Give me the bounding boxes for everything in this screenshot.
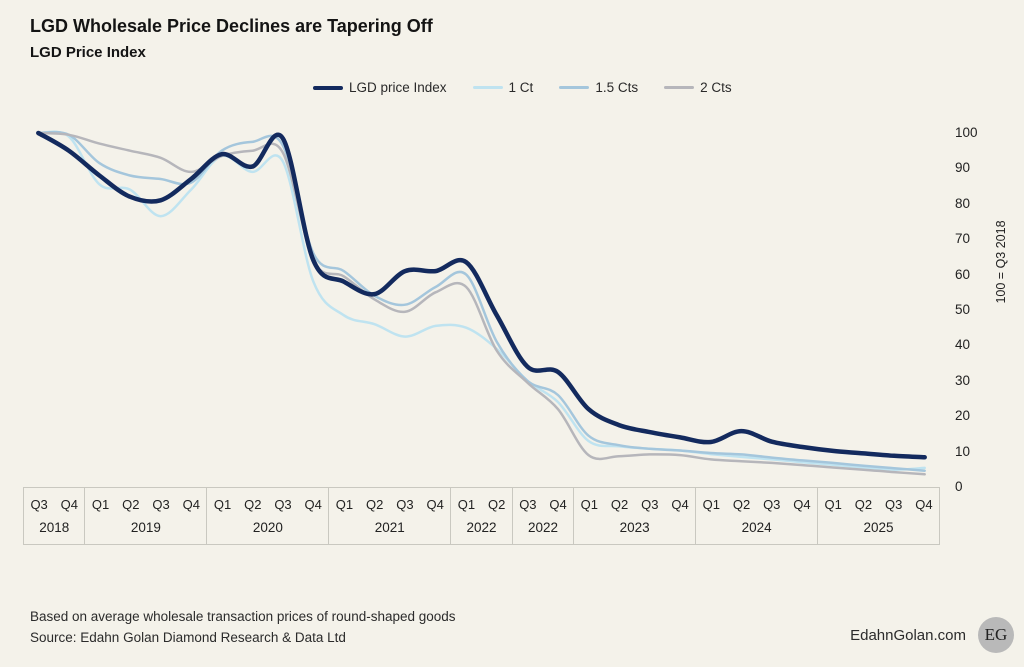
y-tick-label: 20	[955, 408, 971, 424]
quarter-label: Q3	[641, 496, 659, 512]
legend-label: 1.5 Cts	[595, 80, 639, 95]
quarter-label: Q1	[580, 496, 598, 512]
y-tick-label: 40	[955, 337, 971, 353]
quarter-label: Q1	[457, 496, 476, 512]
quarter-label: Q1	[213, 496, 232, 512]
page-title: LGD Wholesale Price Declines are Taperin…	[30, 16, 433, 36]
y-tick-label: 30	[955, 372, 971, 388]
quarter-label: Q4	[549, 496, 567, 512]
eg-logo: EG	[978, 617, 1014, 653]
quarter-label: Q4	[793, 496, 811, 512]
y-tick-label: 10	[955, 443, 971, 459]
quarter-row: Q1 Q2 Q3 Q4	[85, 488, 206, 520]
quarter-row: Q1 Q2	[451, 488, 511, 520]
x-axis-year-group: Q1 Q2 Q3 Q4 2025	[818, 488, 939, 544]
year-label: 2018	[39, 520, 70, 535]
year-label: 2025	[863, 520, 894, 535]
y-tick-label: 0	[955, 479, 963, 494]
legend-item-1-5cts: 1.5 Cts	[559, 80, 638, 95]
legend-line-swatch	[664, 86, 695, 89]
y-axis-title: 100 = Q3 2018	[994, 220, 1008, 304]
legend-item-lgd-price-index: LGD price Index	[313, 80, 447, 95]
quarter-label: Q2	[122, 496, 140, 512]
y-tick-label: 50	[955, 302, 971, 317]
quarter-label: Q2	[366, 496, 384, 512]
legend-label: 1 Ct	[508, 80, 534, 95]
quarter-label: Q4	[915, 496, 933, 512]
quarter-label: Q4	[304, 496, 322, 512]
quarter-row: Q3 Q4	[513, 488, 573, 520]
quarter-label: Q2	[244, 496, 262, 512]
quarter-label: Q4	[60, 496, 79, 512]
legend-item-2cts: 2 Cts	[664, 80, 732, 95]
quarter-label: Q2	[487, 496, 506, 512]
y-tick-label: 90	[955, 160, 971, 176]
quarter-label: Q3	[30, 496, 48, 512]
series-line-1-5-cts	[37, 130, 926, 472]
year-label: 2022	[527, 520, 558, 535]
chart-legend: LGD price Index 1 Ct 1.5 Cts 2 Cts	[313, 80, 732, 95]
quarter-label: Q3	[274, 496, 292, 512]
quarter-label: Q4	[426, 496, 444, 512]
website-credit: EdahnGolan.com	[850, 627, 966, 644]
chart-subtitle: LGD Price Index	[30, 44, 146, 61]
series-line-lgd-price-index	[36, 130, 927, 460]
x-axis-year-group: Q1 Q2 Q3 Q4 2020	[207, 488, 330, 544]
quarter-row: Q1 Q2 Q3 Q4	[696, 488, 817, 520]
quarter-label: Q2	[854, 496, 873, 512]
x-axis-year-group: Q1 Q2 Q3 Q4 2024	[696, 488, 819, 544]
y-tick-label: 70	[955, 231, 971, 247]
quarter-label: Q1	[335, 496, 354, 512]
quarter-label: Q3	[396, 496, 414, 512]
series-line-2-cts	[37, 131, 926, 476]
quarter-label: Q4	[671, 496, 689, 512]
year-label: 2020	[252, 520, 283, 535]
year-label: 2022	[466, 520, 497, 535]
quarter-row: Q1 Q2 Q3 Q4	[329, 488, 450, 520]
legend-item-1ct: 1 Ct	[472, 80, 534, 95]
year-label: 2019	[130, 520, 161, 535]
y-tick-label: 60	[955, 266, 971, 282]
footer-source: Source: Edahn Golan Diamond Research & D…	[30, 630, 346, 645]
legend-line-swatch	[313, 85, 343, 90]
quarter-label: Q3	[885, 496, 903, 512]
year-label: 2024	[741, 520, 772, 535]
quarter-label: Q3	[763, 496, 781, 512]
legend-label: LGD price Index	[349, 80, 447, 95]
quarter-label: Q4	[182, 496, 200, 512]
quarter-label: Q3	[519, 496, 537, 512]
quarter-row: Q1 Q2 Q3 Q4	[207, 488, 328, 520]
x-axis-year-group: Q1 Q2 Q3 Q4 2023	[574, 488, 697, 544]
quarter-row: Q3 Q4	[24, 488, 84, 520]
quarter-row: Q1 Q2 Q3 Q4	[818, 488, 939, 520]
y-tick-label: 80	[955, 195, 971, 211]
series-line-1-ct	[37, 130, 926, 471]
quarter-label: Q3	[152, 496, 170, 512]
quarter-label: Q1	[91, 496, 110, 512]
quarter-label: Q2	[610, 496, 629, 512]
quarter-label: Q1	[702, 496, 720, 512]
x-axis-year-group: Q1 Q2 Q3 Q4 2021	[329, 488, 452, 544]
x-axis-year-group: Q3 Q4 2022	[513, 488, 575, 544]
year-label: 2021	[374, 520, 405, 535]
quarter-label: Q1	[824, 496, 842, 512]
x-axis-year-group: Q3 Q4 2018	[24, 488, 86, 544]
x-axis-year-group: Q1 Q2 2022	[451, 488, 513, 544]
quarter-label: Q2	[732, 496, 751, 512]
x-axis-table: Q3 Q4 2018 Q1 Q2 Q3 Q4 2019 Q1 Q2 Q3 Q4 2020 Q1 Q2 Q3 Q4…	[23, 487, 940, 545]
x-axis-year-group: Q1 Q2 Q3 Q4 2019	[85, 488, 208, 544]
quarter-row: Q1 Q2 Q3 Q4	[574, 488, 695, 520]
footer-note: Based on average wholesale transaction p…	[30, 609, 456, 624]
legend-label: 2 Cts	[700, 80, 732, 95]
year-label: 2023	[619, 520, 650, 535]
legend-line-swatch	[472, 86, 503, 89]
y-tick-label: 100	[955, 125, 978, 140]
legend-line-swatch	[559, 86, 590, 89]
